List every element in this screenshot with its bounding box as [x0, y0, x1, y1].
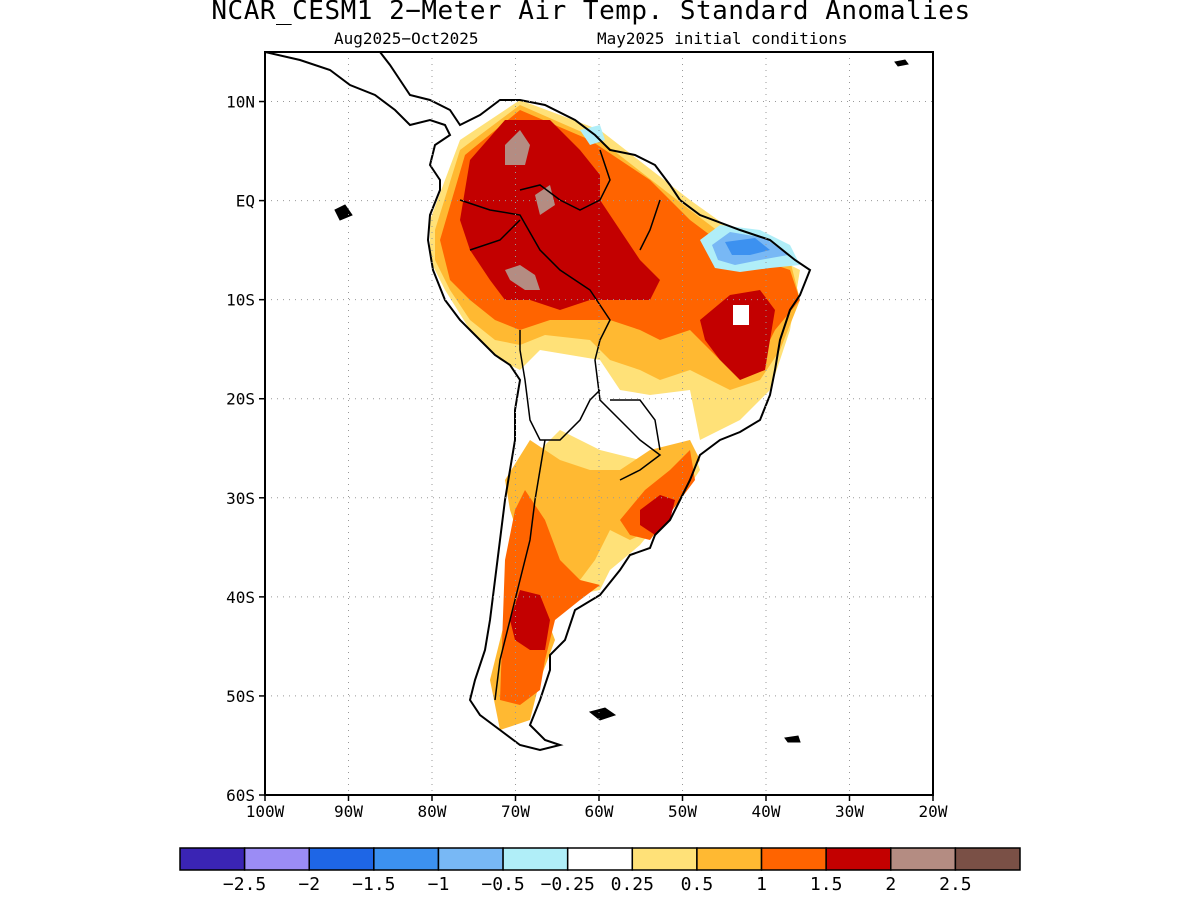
coastline	[265, 52, 812, 752]
colorbar-swatch	[566, 847, 634, 871]
map-title: NCAR_CESM1 2−Meter Air Temp. Standard An…	[211, 0, 971, 26]
lon-tick-label: 50W	[668, 802, 697, 821]
colorbar-swatch	[502, 847, 569, 871]
latitude-axis: 10N EQ 10S 20S 30S 40S 50S 60S	[226, 93, 265, 805]
lon-tick-label: 90W	[334, 802, 363, 821]
colorbar: −2.5 −2 −1.5 −1 −0.5 −0.25 0.25 0.5 1 1.5 2 2.5	[179, 847, 1021, 895]
lat-tick-label: 20S	[226, 390, 255, 409]
colorbar-label: 2.5	[939, 874, 972, 895]
colorbar-label: 0.25	[611, 874, 654, 895]
colorbar-label: 1	[756, 874, 767, 895]
lon-tick-label: 40W	[752, 802, 781, 821]
lon-tick-label: 20W	[919, 802, 948, 821]
longitude-axis: 100W 90W 80W 70W 60W 50W 40W 30W 20W	[246, 795, 948, 821]
lat-tick-label: 50S	[226, 687, 255, 706]
initial-conditions: May2025 initial conditions	[597, 29, 848, 48]
anomaly-blue	[725, 238, 770, 255]
colorbar-swatch	[373, 847, 440, 871]
colorbar-swatch	[696, 847, 763, 871]
colorbar-label: 0.5	[681, 874, 714, 895]
anomaly-grey-brown	[505, 130, 555, 290]
colorbar-label: −0.25	[541, 874, 595, 895]
colorbar-swatch	[631, 847, 698, 871]
lat-tick-label: 30S	[226, 489, 255, 508]
lon-tick-label: 70W	[501, 802, 530, 821]
lat-tick-label: EQ	[236, 192, 255, 211]
country-borders	[459, 149, 662, 701]
colorbar-label: −1	[428, 874, 450, 895]
forecast-period: Aug2025−Oct2025	[334, 29, 479, 48]
colorbar-swatch	[179, 847, 246, 871]
colorbar-swatch	[825, 847, 892, 871]
colorbar-swatch	[308, 847, 375, 871]
lon-tick-label: 60W	[585, 802, 614, 821]
colorbar-label: −2.5	[223, 874, 266, 895]
lat-tick-label: 10N	[226, 93, 255, 112]
colorbar-swatch	[437, 847, 504, 871]
lon-tick-label: 30W	[835, 802, 864, 821]
colorbar-label: −2	[298, 874, 320, 895]
colorbar-swatch	[954, 847, 1021, 871]
colorbar-swatch	[760, 847, 827, 871]
missing-data-cell	[733, 305, 749, 325]
anomaly-field	[265, 52, 909, 752]
lat-tick-label: 60S	[226, 786, 255, 805]
colorbar-swatch	[243, 847, 310, 871]
colorbar-label: 1.5	[810, 874, 843, 895]
islands	[334, 59, 909, 743]
colorbar-label: −1.5	[352, 874, 395, 895]
lat-tick-label: 40S	[226, 588, 255, 607]
colorbar-swatch	[890, 847, 957, 871]
colorbar-label: 2	[885, 874, 896, 895]
colorbar-label: −0.5	[481, 874, 524, 895]
anomaly-dark-red	[460, 120, 775, 650]
lat-tick-label: 10S	[226, 291, 255, 310]
lon-tick-label: 80W	[418, 802, 447, 821]
lon-tick-label: 100W	[246, 802, 285, 821]
